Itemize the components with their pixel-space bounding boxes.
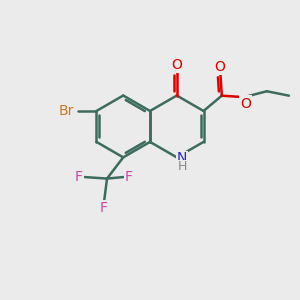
- Text: O: O: [171, 58, 182, 72]
- Text: N: N: [177, 151, 187, 165]
- Text: O: O: [214, 60, 225, 74]
- Text: F: F: [75, 170, 83, 184]
- Text: O: O: [240, 97, 251, 111]
- Text: H: H: [177, 160, 187, 173]
- Text: F: F: [100, 201, 108, 215]
- Text: Br: Br: [58, 104, 74, 118]
- Text: F: F: [125, 170, 133, 184]
